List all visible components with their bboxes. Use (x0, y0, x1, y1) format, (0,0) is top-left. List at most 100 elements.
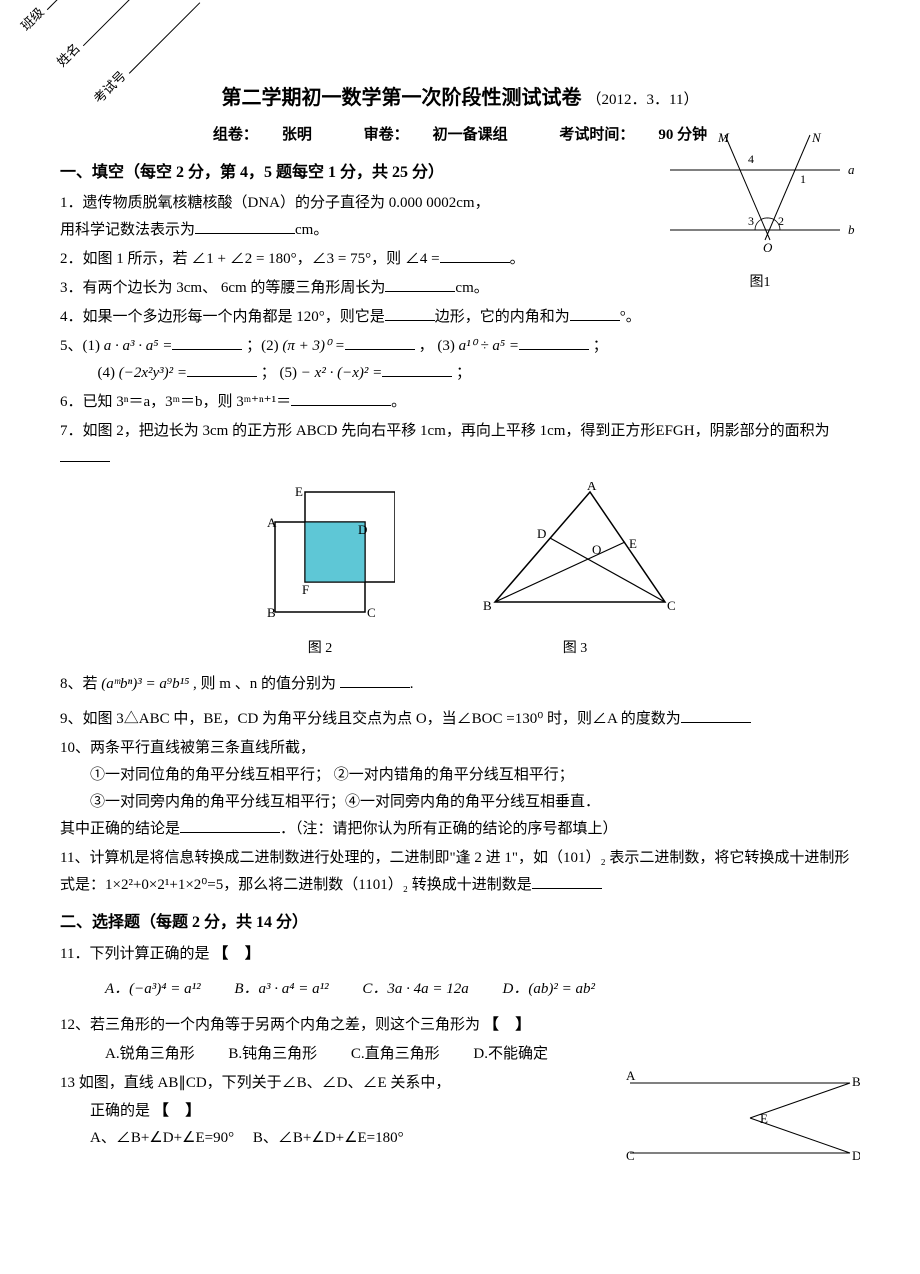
composer-name: 张明 (282, 127, 312, 143)
q13-text-b: 正确的是 (90, 1103, 150, 1119)
svg-text:D: D (537, 526, 546, 541)
q5-5b: ； (456, 365, 471, 381)
question-4: 4．如果一个多边形每一个内角都是 120°，则它是边形，它的内角和为°。 (60, 304, 860, 331)
q4-text-a: 4．如果一个多边形每一个内角都是 120°，则它是 (60, 309, 385, 325)
figure-1-caption: 图1 (660, 270, 860, 295)
reviewer-label: 审卷： (364, 127, 409, 143)
page-title: 第二学期初一数学第一次阶段性测试试卷 （2012．3．11） (60, 80, 860, 116)
figure-3: A B C D E O 图 3 (475, 482, 675, 661)
q1-text-b: 用科学记数法表示为 (60, 222, 195, 238)
q10-line2: ③一对同旁内角的角平分线互相平行；④一对同旁内角的角平分线互相垂直． (90, 794, 600, 810)
q12-options: A.锐角三角形 B.钝角三角形 C.直角三角形 D.不能确定 (105, 1041, 860, 1068)
q5-3b: ； (593, 338, 608, 354)
q1-text-c: cm。 (295, 222, 328, 238)
question-8: 8、若 (aᵐbⁿ)³ = a⁹b¹⁵ , 则 m 、n 的值分别为 . (60, 671, 860, 698)
q10-text-a: 10、两条平行直线被第三条直线所截， (60, 740, 315, 756)
q12-opt-a: A.锐角三角形 (105, 1046, 195, 1062)
reviewer-name: 初一备课组 (433, 127, 508, 143)
title-date: （2012．3．11） (587, 92, 699, 108)
q6-text-a: 6．已知 3ⁿ＝a，3ᵐ＝b，则 3ᵐ⁺ⁿ⁺¹＝ (60, 394, 291, 410)
q11-opt-b: B．a³ · a⁴ = a¹² (234, 981, 328, 997)
svg-text:C: C (667, 598, 675, 613)
q8-text-a: 8、若 (60, 676, 98, 692)
q10-text-c: ．（注：请把你认为所有正确的结论的序号都填上） (280, 821, 618, 837)
q11-options: A．(−a³)⁴ = a¹² B．a³ · a⁴ = a¹² C．3a · 4a… (105, 976, 860, 1003)
svg-text:O: O (763, 240, 773, 255)
question-7: 7．如图 2，把边长为 3cm 的正方形 ABCD 先向右平移 1cm，再向上平… (60, 418, 860, 472)
svg-text:O: O (592, 542, 601, 557)
q3-text-a: 3．有两个边长为 3cm、 6cm 的等腰三角形周长为 (60, 280, 385, 296)
q10-text-b: 其中正确的结论是 (60, 821, 180, 837)
question-9: 9、如图 3△ABC 中，BE，CD 为角平分线且交点为点 O，当∠BOC =1… (60, 706, 860, 733)
svg-text:b: b (848, 222, 855, 237)
title-text: 第二学期初一数学第一次阶段性测试试卷 (222, 87, 582, 109)
figure-2-caption: 图 2 (245, 636, 395, 661)
svg-text:1: 1 (800, 172, 806, 186)
q13-text-a: 13 如图，直线 AB∥CD，下列关于∠B、∠D、∠E 关系中， (60, 1075, 450, 1091)
svg-text:F: F (302, 582, 309, 597)
svg-text:N: N (811, 130, 822, 145)
q12-opt-c: C.直角三角形 (351, 1046, 440, 1062)
svg-text:M: M (717, 130, 730, 145)
svg-text:A: A (587, 482, 597, 493)
q5-3f: a¹⁰ ÷ a⁵ = (459, 338, 519, 354)
svg-text:C: C (626, 1148, 635, 1163)
figure-2: A B C D E F G H 图 2 (245, 482, 395, 661)
q5-2a: ；(2) (246, 338, 279, 354)
examid-label: 考试号 (91, 68, 129, 106)
q5-2f: (π + 3)⁰ = (282, 338, 345, 354)
svg-text:3: 3 (748, 214, 754, 228)
q12-text: 12、若三角形的一个内角等于另两个内角之差，则这个三角形为 (60, 1017, 480, 1033)
q11-fill-text: 11、计算机是将信息转换成二进制数进行处理的，二进制即"逢 2 进 1"，如（1… (60, 850, 849, 893)
figure-13: A B C D E (620, 1068, 860, 1178)
svg-text:A: A (267, 515, 277, 530)
question-12: 12、若三角形的一个内角等于另两个内角之差，则这个三角形为 【 】 (60, 1011, 860, 1039)
svg-text:2: 2 (778, 214, 784, 228)
svg-text:E: E (629, 536, 637, 551)
q8-formula: (aᵐbⁿ)³ = a⁹b¹⁵ (101, 676, 189, 692)
name-label: 姓名 (54, 41, 83, 70)
question-6: 6．已知 3ⁿ＝a，3ᵐ＝b，则 3ᵐ⁺ⁿ⁺¹＝ 。 (60, 389, 860, 416)
q8-text-b: , 则 m 、n 的值分别为 (193, 676, 336, 692)
q11-opt-c: C．3a · 4a = 12a (362, 981, 468, 997)
q2-text-a: 2．如图 1 所示，若 ∠1 + ∠2 = 180°，∠3 = 75°，则 ∠4… (60, 251, 440, 267)
q8-text-c: . (410, 676, 414, 692)
composer-label: 组卷： (213, 127, 258, 143)
svg-text:B: B (852, 1074, 860, 1089)
q5-1f: a · a³ · a⁵ = (104, 338, 173, 354)
question-10: 10、两条平行直线被第三条直线所截， ①一对同位角的角平分线互相平行； ②一对内… (60, 735, 860, 843)
q12-opt-b: B.钝角三角形 (228, 1046, 317, 1062)
q4-text-c: °。 (620, 309, 641, 325)
q11-opt-a: A．(−a³)⁴ = a¹² (105, 981, 201, 997)
figure-1: a b M N 4 1 3 2 O 图1 (660, 130, 860, 295)
q13-opt-b: B、∠B+∠D+∠E=180° (253, 1130, 404, 1146)
q5-5f: − x² · (−x)² = (301, 365, 382, 381)
svg-text:C: C (367, 605, 376, 620)
svg-text:A: A (626, 1068, 636, 1083)
class-label: 班级 (18, 4, 47, 33)
svg-text:E: E (295, 484, 303, 499)
svg-text:a: a (848, 162, 855, 177)
q5-3a: ， (3) (419, 338, 455, 354)
question-11-mc: 11．下列计算正确的是 【 】 (60, 940, 860, 968)
q9-text: 9、如图 3△ABC 中，BE，CD 为角平分线且交点为点 O，当∠BOC =1… (60, 711, 681, 727)
q11-mc-text: 11．下列计算正确的是 (60, 946, 209, 962)
svg-text:D: D (358, 522, 367, 537)
q5-1a: 5、(1) (60, 338, 100, 354)
time-label: 考试时间： (559, 127, 634, 143)
section-2-header: 二、选择题（每题 2 分，共 14 分） (60, 909, 860, 938)
q6-text-b: 。 (391, 394, 406, 410)
svg-text:D: D (852, 1148, 860, 1163)
svg-text:B: B (267, 605, 276, 620)
q13-opt-a: A、∠B+∠D+∠E=90° (90, 1130, 234, 1146)
figure-row: A B C D E F G H 图 2 A B C D E O 图 3 (60, 482, 860, 661)
q5-4a: (4) (98, 365, 116, 381)
q10-line1: ①一对同位角的角平分线互相平行； ②一对内错角的角平分线互相平行； (90, 767, 574, 783)
question-11-fill: 11、计算机是将信息转换成二进制数进行处理的，二进制即"逢 2 进 1"，如（1… (60, 845, 860, 899)
q5-4f: (−2x²y³)² = (119, 365, 187, 381)
svg-text:4: 4 (748, 152, 754, 166)
question-5: 5、(1) a · a³ · a⁵ = ；(2) (π + 3)⁰ = ， (3… (60, 333, 860, 387)
svg-text:E: E (760, 1111, 768, 1126)
svg-text:B: B (483, 598, 492, 613)
q3-text-b: cm。 (455, 280, 488, 296)
